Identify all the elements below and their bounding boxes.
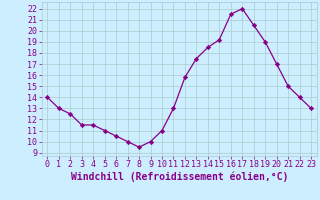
X-axis label: Windchill (Refroidissement éolien,°C): Windchill (Refroidissement éolien,°C)	[70, 172, 288, 182]
